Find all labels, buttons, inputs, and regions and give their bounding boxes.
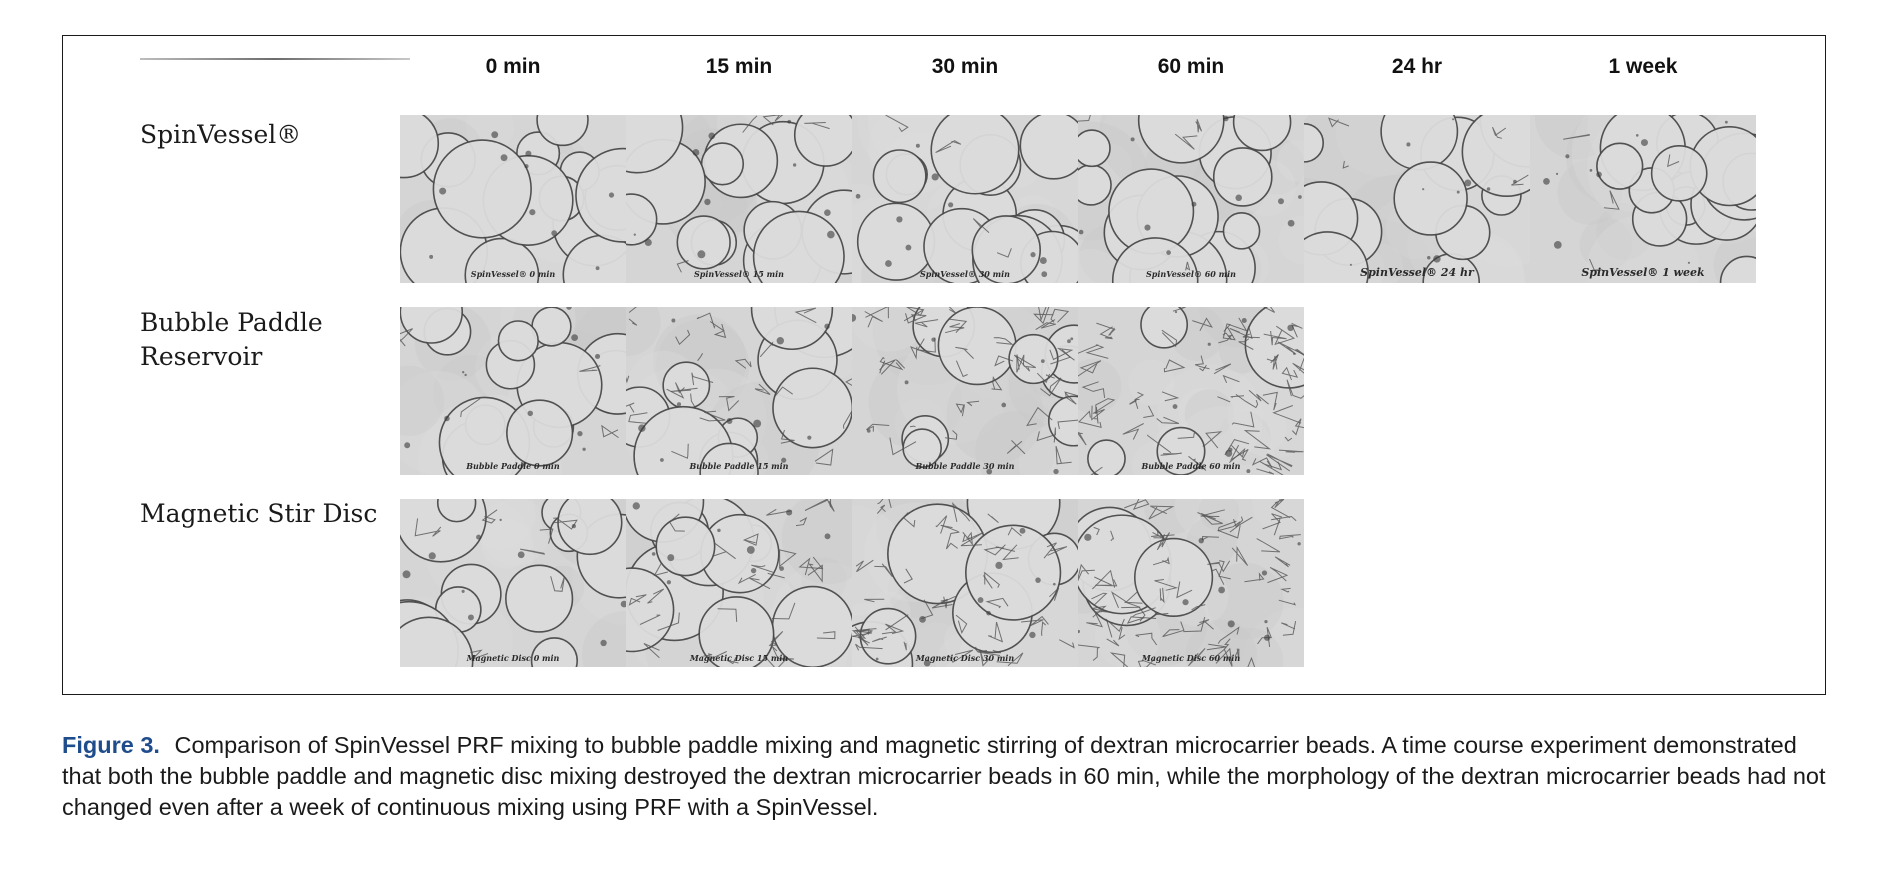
micrograph-panel: Magnetic Disc 60 min xyxy=(1078,499,1304,667)
micrograph-panel: SpinVessel® 0 min xyxy=(400,115,626,283)
time-label: 0 min xyxy=(485,55,541,78)
header-rule xyxy=(140,58,410,60)
micrograph-caption: Magnetic Disc 15 min xyxy=(689,653,789,663)
row-label-spinvessel: SpinVessel® xyxy=(140,118,301,152)
micrograph-panel: Magnetic Disc 15 min xyxy=(626,499,852,667)
time-label: 1 week xyxy=(1608,55,1678,78)
micrograph-panel: Bubble Paddle 30 min xyxy=(852,307,1078,475)
micrograph-panel: SpinVessel® 60 min xyxy=(1078,115,1304,283)
micrograph-caption: SpinVessel® 60 min xyxy=(1146,269,1236,279)
micrograph-caption: Bubble Paddle 30 min xyxy=(915,461,1015,471)
micrograph-caption: Magnetic Disc 30 min xyxy=(915,653,1015,663)
micrograph-image xyxy=(626,499,852,667)
time-label: 24 hr xyxy=(1391,55,1443,78)
time-label: 15 min xyxy=(705,55,773,78)
micrograph-image xyxy=(400,499,626,667)
micrograph-panel: SpinVessel® 24 hr xyxy=(1304,115,1530,283)
micrograph-image xyxy=(852,307,1078,475)
row-label-line: Reservoir xyxy=(140,342,263,371)
row-label-bubble-paddle: Bubble Paddle Reservoir xyxy=(140,306,323,374)
micrograph-caption: SpinVessel® 15 min xyxy=(694,269,784,279)
figure-caption: Figure 3. Comparison of SpinVessel PRF m… xyxy=(62,730,1832,823)
time-label: 30 min xyxy=(931,55,999,78)
micrograph-panel: Bubble Paddle 15 min xyxy=(626,307,852,475)
micrograph-panel: SpinVessel® 15 min xyxy=(626,115,852,283)
micrograph-image xyxy=(1530,115,1756,283)
micrograph-panel: Magnetic Disc 0 min xyxy=(400,499,626,667)
micrograph-caption: Magnetic Disc 60 min xyxy=(1141,653,1241,663)
micrograph-image xyxy=(1078,499,1304,667)
micrograph-image xyxy=(852,499,1078,667)
micrograph-image xyxy=(400,307,626,475)
micrograph-caption: SpinVessel® 0 min xyxy=(470,269,556,279)
micrograph-panel: Bubble Paddle 0 min xyxy=(400,307,626,475)
row-label-magnetic-stir-disc: Magnetic Stir Disc xyxy=(140,497,377,531)
micrograph-caption: Bubble Paddle 15 min xyxy=(689,461,789,471)
micrograph-image xyxy=(626,307,852,475)
micrograph-caption: SpinVessel® 24 hr xyxy=(1360,266,1474,279)
micrograph-image xyxy=(626,115,852,283)
row-label-line: SpinVessel® xyxy=(140,120,302,149)
micrograph-caption: SpinVessel® 1 week xyxy=(1581,266,1705,279)
row-label-line: Bubble Paddle xyxy=(140,308,323,337)
time-label: 60 min xyxy=(1157,55,1225,78)
micrograph-image xyxy=(1078,115,1304,283)
micrograph-caption: Bubble Paddle 0 min xyxy=(466,461,560,471)
figure-caption-label: Figure 3. xyxy=(62,732,160,758)
micrograph-panel: Magnetic Disc 30 min xyxy=(852,499,1078,667)
row-label-line: Magnetic Stir Disc xyxy=(140,499,378,528)
micrograph-panel: SpinVessel® 1 week xyxy=(1530,115,1756,283)
figure-caption-text: Comparison of SpinVessel PRF mixing to b… xyxy=(62,732,1826,820)
micrograph-caption: SpinVessel® 30 min xyxy=(920,269,1010,279)
micrograph-image xyxy=(852,115,1078,283)
micrograph-caption: Bubble Paddle 60 min xyxy=(1141,461,1241,471)
micrograph-panel: Bubble Paddle 60 min xyxy=(1078,307,1304,475)
micrograph-image xyxy=(1078,307,1304,475)
micrograph-image xyxy=(400,115,626,283)
micrograph-panel: SpinVessel® 30 min xyxy=(852,115,1078,283)
micrograph-caption: Magnetic Disc 0 min xyxy=(466,653,560,663)
micrograph-image xyxy=(1304,115,1530,283)
